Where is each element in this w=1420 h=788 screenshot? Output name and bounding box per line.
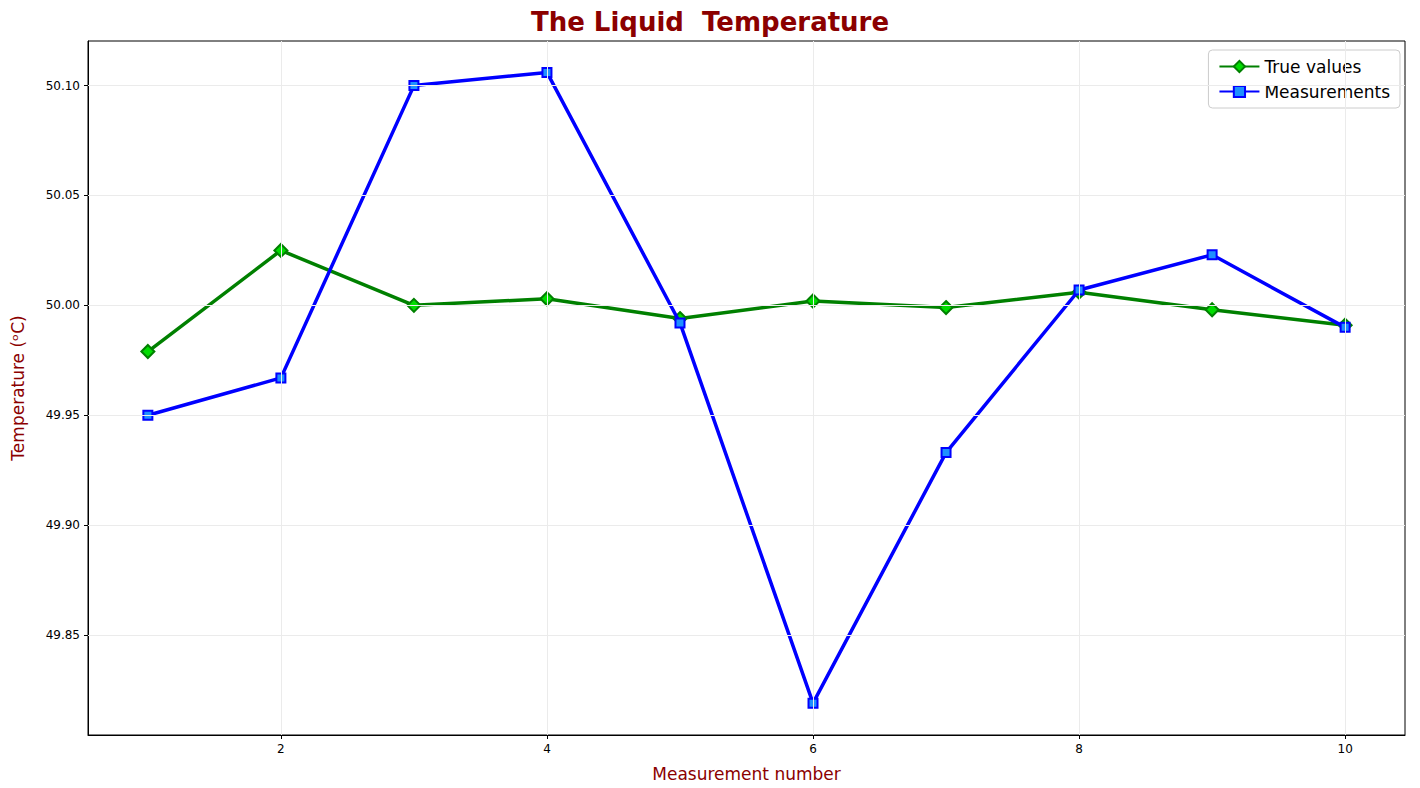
svg-text:4: 4 bbox=[543, 742, 551, 756]
svg-text:49.85: 49.85 bbox=[46, 628, 80, 642]
svg-text:50.00: 50.00 bbox=[46, 298, 80, 312]
svg-text:49.90: 49.90 bbox=[46, 518, 80, 532]
svg-text:50.10: 50.10 bbox=[46, 79, 80, 93]
svg-text:49.95: 49.95 bbox=[46, 408, 80, 422]
svg-text:The Liquid Temperature: The Liquid Temperature bbox=[531, 7, 889, 37]
svg-text:2: 2 bbox=[277, 742, 285, 756]
svg-text:8: 8 bbox=[1075, 742, 1083, 756]
svg-text:6: 6 bbox=[809, 742, 817, 756]
svg-text:Measurement number: Measurement number bbox=[652, 764, 840, 784]
svg-text:Measurements: Measurements bbox=[1264, 82, 1390, 102]
svg-text:True values: True values bbox=[1263, 57, 1361, 77]
svg-text:10: 10 bbox=[1337, 742, 1352, 756]
svg-text:50.05: 50.05 bbox=[46, 188, 80, 202]
svg-text:Temperature (ᵒC): Temperature (ᵒC) bbox=[8, 315, 28, 461]
